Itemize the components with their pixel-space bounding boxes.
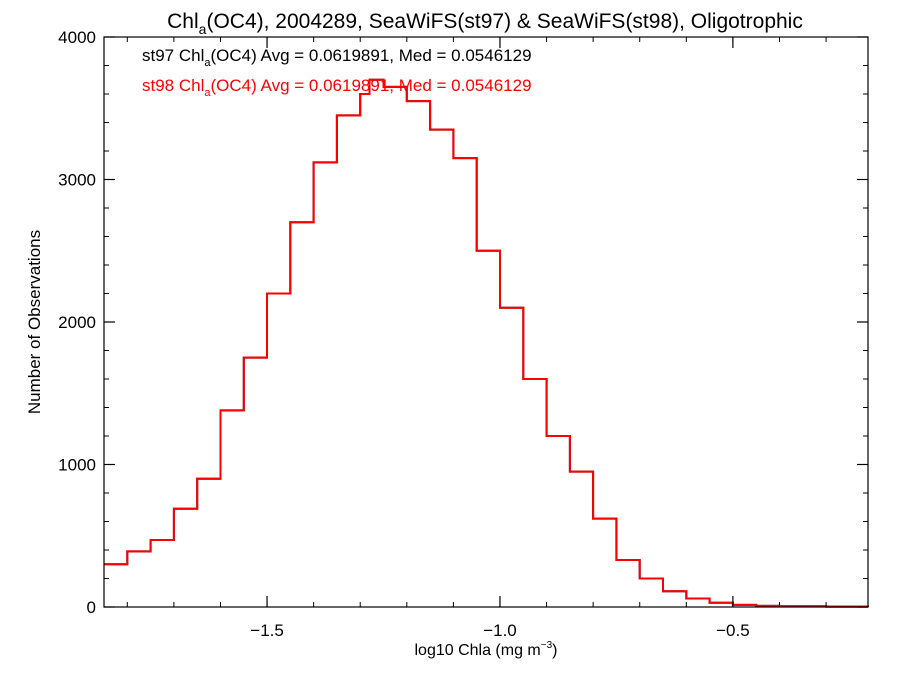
y-tick-label: 1000 <box>58 456 96 475</box>
series-line-1 <box>104 78 869 608</box>
y-axis-label: Number of Observations <box>25 230 44 414</box>
y-tick-label: 2000 <box>58 313 96 332</box>
series-line-0 <box>104 78 869 608</box>
x-tick-label: −0.5 <box>716 621 750 640</box>
chart-title: Chla(OC4), 2004289, SeaWiFS(st97) & SeaW… <box>167 10 803 37</box>
annotation-0: st97 Chla(OC4) Avg = 0.0619891, Med = 0.… <box>142 46 532 69</box>
y-tick-label: 3000 <box>58 171 96 190</box>
x-tick-label: −1.0 <box>483 621 517 640</box>
plot-frame <box>103 36 869 608</box>
annotation-layer: st97 Chla(OC4) Avg = 0.0619891, Med = 0.… <box>142 46 532 99</box>
x-tick-label: −1.5 <box>250 621 284 640</box>
y-tick-label: 0 <box>87 598 96 617</box>
series-layer <box>104 78 869 608</box>
y-tick-label: 4000 <box>58 28 96 47</box>
annotation-1: st98 Chla(OC4) Avg = 0.0619891, Med = 0.… <box>142 76 532 99</box>
x-axis-label: log10 Chla (mg m−3) <box>414 640 557 659</box>
tick-layer: −1.5 −1.0 −0.5 0 1000 2000 3000 4000 <box>58 28 868 640</box>
